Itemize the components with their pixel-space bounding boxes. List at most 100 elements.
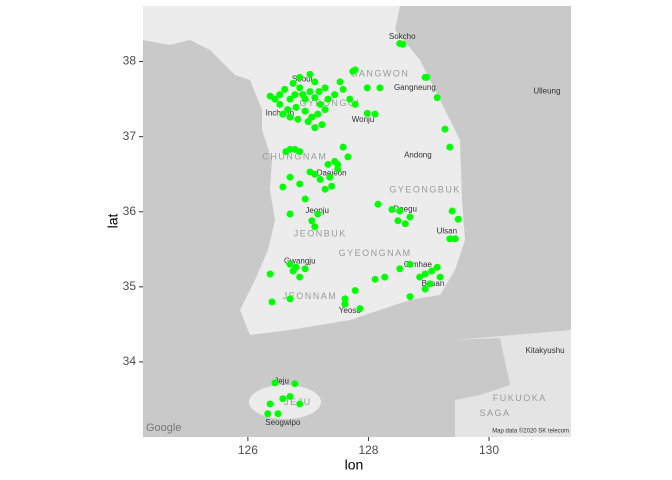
point [274,410,282,418]
point [331,157,339,165]
point [396,265,404,273]
point [344,153,352,161]
region-label: GYEONGNAM [339,248,412,258]
point [351,100,359,108]
place-label: Yeosu [339,306,361,315]
point [271,379,279,387]
point [334,165,342,173]
point [266,400,274,408]
point [315,88,323,96]
point [374,200,382,208]
point [433,94,441,102]
point [349,67,357,75]
place-label: Gimhae [404,260,433,269]
region-label: CHUNGNAM [262,151,327,161]
point [351,287,359,295]
point [421,270,429,278]
point [306,168,314,176]
point [326,173,334,181]
point [314,110,322,118]
point [318,121,326,129]
point [286,95,294,103]
point [416,273,424,281]
place-label: Ulleung [533,87,560,96]
point [279,183,287,191]
point [388,205,396,213]
region-label: GANGWON [350,69,409,79]
region-label: SAGA [480,408,511,418]
point [299,91,307,99]
y-tick-label: 38 [123,54,137,68]
point [279,110,287,118]
point [341,300,349,308]
point [286,392,294,400]
point [394,217,402,225]
point [291,91,299,99]
point [451,235,459,243]
point [286,295,294,303]
point [446,235,454,243]
point [401,220,409,228]
point [339,143,347,151]
point [428,267,436,275]
point [396,40,404,48]
point [301,107,309,115]
point [406,213,414,221]
point [311,223,319,231]
point [396,207,404,215]
point [266,270,274,278]
point [339,85,347,93]
region-label: JEONNAM [283,291,338,301]
point [314,210,322,218]
point [321,84,329,92]
point [406,260,414,268]
point [321,106,329,114]
place-label: Sokcho [389,32,416,41]
region-label: FUKUOKA [493,393,547,403]
point [291,380,299,388]
point [308,217,316,225]
point [421,73,429,81]
place-label: Wonju [352,115,375,124]
point [346,95,354,103]
plot-layer: SeoulIncheonWonjuGangneungSokchoDaejeonA… [262,32,564,427]
point [306,70,314,78]
point [276,91,284,99]
point [289,79,297,87]
point [406,293,414,301]
point [266,92,274,100]
point [292,263,300,271]
point [311,78,319,86]
point [286,210,294,218]
point [454,215,462,223]
region-label: GYEONGGI [299,98,360,108]
place-label: Kitakyushu [526,346,565,355]
point [356,305,364,313]
point [296,400,304,408]
point [276,100,284,108]
point [324,160,332,168]
point [363,84,371,92]
point [296,73,304,81]
point [336,78,344,86]
place-label: Daegu [393,205,417,214]
point [296,84,304,92]
point [363,109,371,117]
point [286,145,294,153]
point [381,273,389,281]
point [292,103,300,111]
point [264,410,272,418]
point [441,125,449,133]
x-axis-title: lon [345,457,364,473]
point [426,280,434,288]
point [296,273,304,281]
y-tick-label: 35 [123,279,137,293]
y-tick-label: 36 [123,204,137,218]
point [284,106,292,114]
place-label: Andong [404,151,432,160]
point [376,84,384,92]
point [371,110,379,118]
point [296,180,304,188]
point [306,88,314,96]
